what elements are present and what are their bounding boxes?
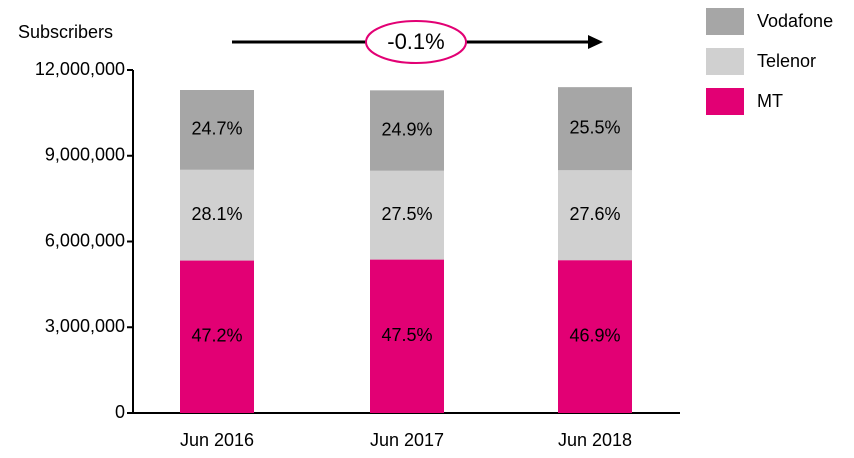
legend-label: MT xyxy=(757,91,783,111)
y-tick-label: 9,000,000 xyxy=(45,145,125,165)
data-label: 28.1% xyxy=(191,204,242,224)
bar-segment xyxy=(370,259,444,413)
x-tick-label: Jun 2018 xyxy=(558,430,632,450)
legend-label: Telenor xyxy=(757,51,816,71)
annotation-ellipse xyxy=(365,20,467,64)
arrow-head xyxy=(588,35,603,49)
bar-segment xyxy=(558,170,632,261)
bar-segment xyxy=(180,260,254,413)
y-tick-label: 3,000,000 xyxy=(45,316,125,336)
y-tick-label: 0 xyxy=(115,402,125,422)
data-label: 27.5% xyxy=(381,204,432,224)
legend-swatch xyxy=(706,8,744,35)
data-label: 46.9% xyxy=(569,325,620,345)
bar-segment xyxy=(180,90,254,170)
y-tick-label: 6,000,000 xyxy=(45,230,125,250)
y-axis-label: Subscribers xyxy=(18,22,113,42)
bar-segment xyxy=(370,90,444,171)
data-label: 24.9% xyxy=(381,119,432,139)
x-tick-label: Jun 2016 xyxy=(180,430,254,450)
legend-label: Vodafone xyxy=(757,11,833,31)
x-tick-label: Jun 2017 xyxy=(370,430,444,450)
data-label: 24.7% xyxy=(191,119,242,139)
bar-segment xyxy=(180,169,254,261)
bar-segment xyxy=(370,170,444,260)
annotation: -0.1% xyxy=(387,29,444,54)
y-tick-label: 12,000,000 xyxy=(35,59,125,79)
bar-segment xyxy=(558,87,632,171)
data-label: 47.2% xyxy=(191,326,242,346)
data-label: 27.6% xyxy=(569,204,620,224)
legend-swatch xyxy=(706,88,744,115)
data-label: 25.5% xyxy=(569,117,620,137)
data-label: 47.5% xyxy=(381,325,432,345)
bar-segment xyxy=(558,260,632,413)
legend-swatch xyxy=(706,48,744,75)
